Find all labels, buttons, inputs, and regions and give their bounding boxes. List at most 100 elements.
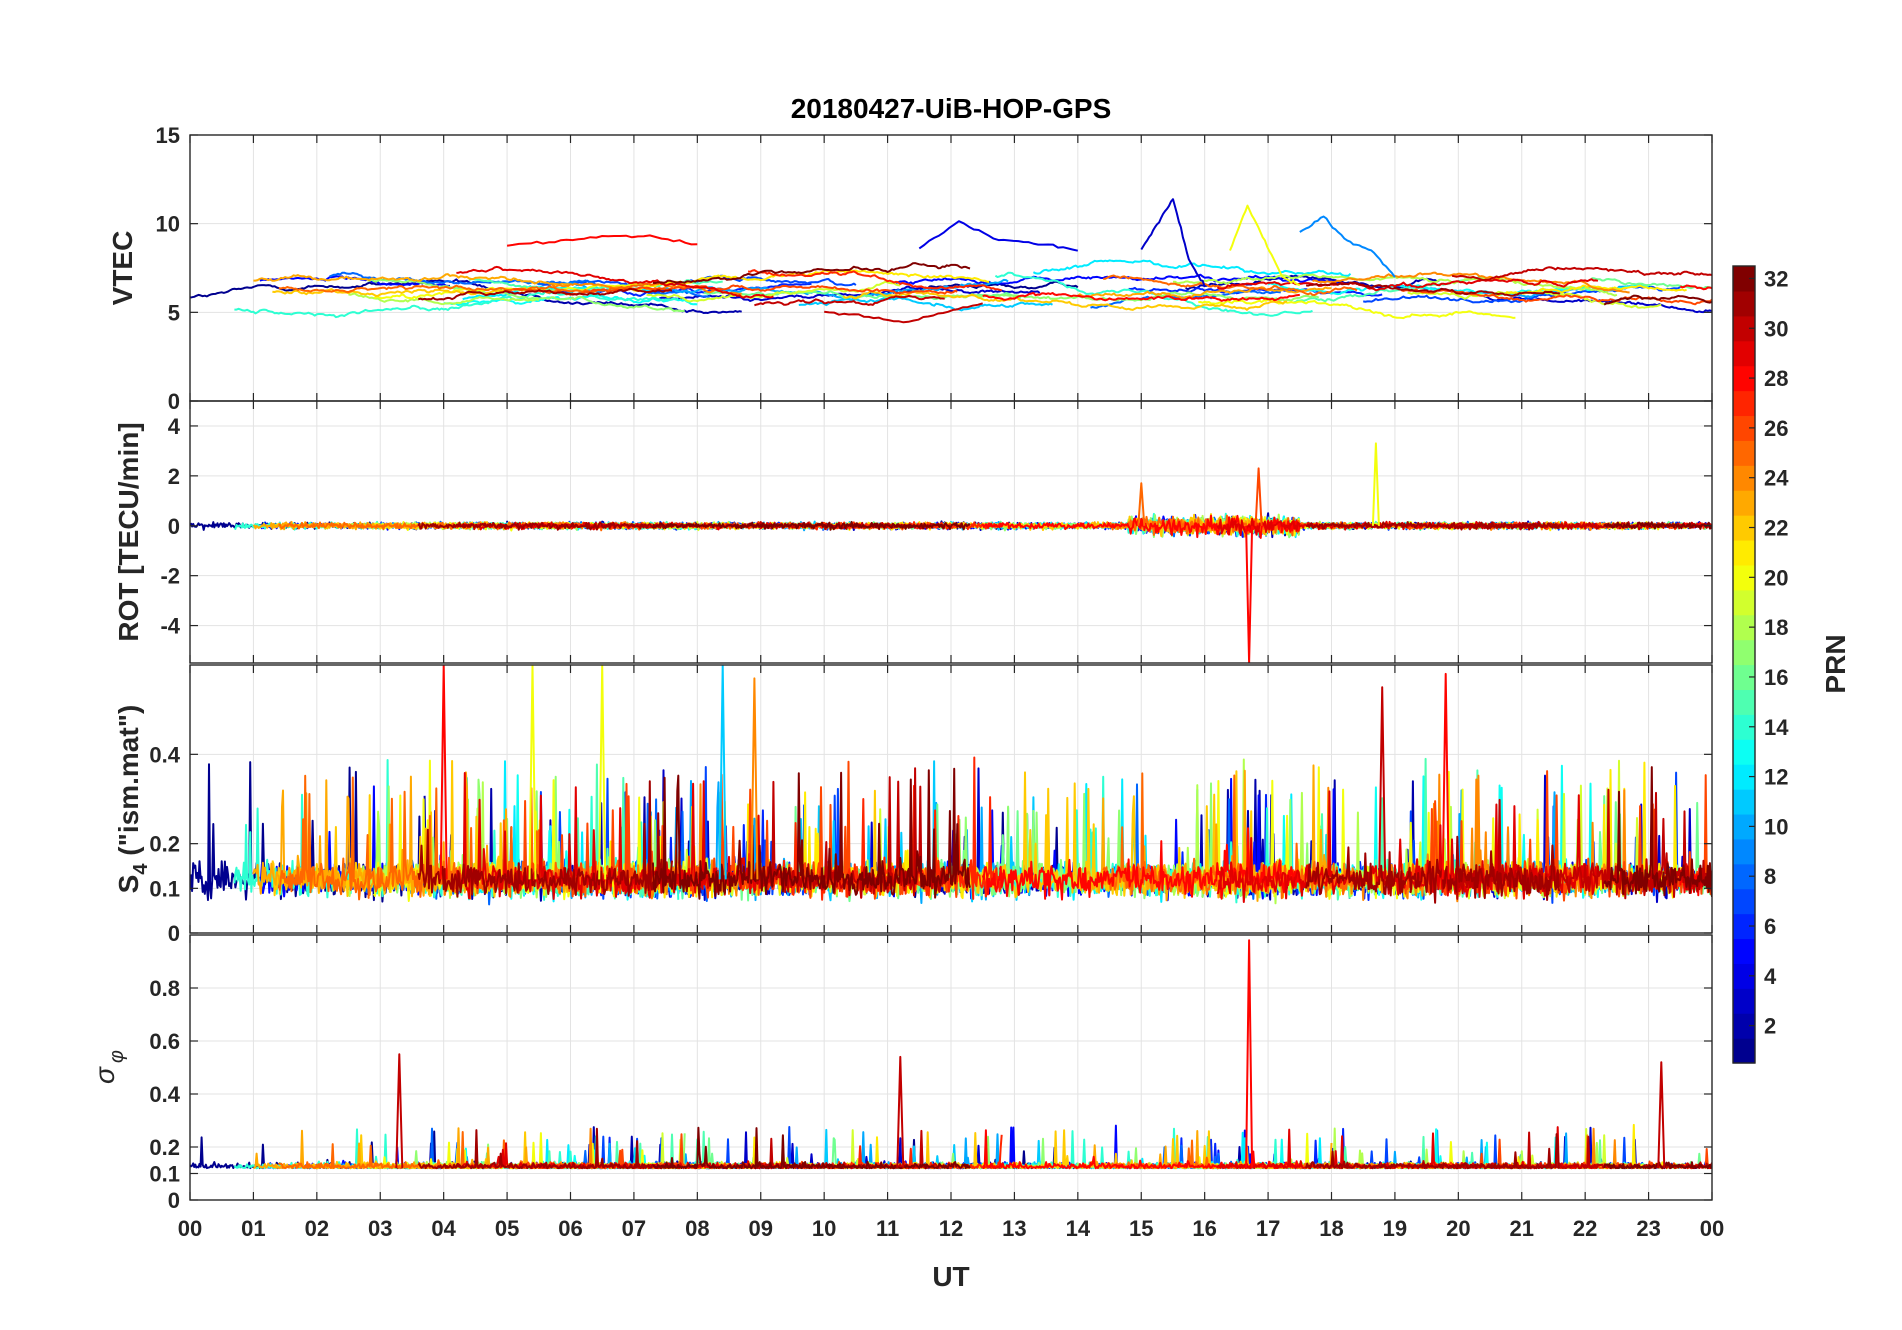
rot-series (190, 442, 1712, 663)
track-prn-4 (918, 220, 1079, 252)
x-tick-label: 05 (495, 1216, 519, 1241)
y-tick-label: 2 (168, 464, 180, 489)
colorbar-band-17 (1733, 639, 1755, 666)
event-prn-26 (1254, 467, 1263, 526)
y-tick-label: 0.4 (149, 1082, 180, 1107)
chart-title: 20180427-UiB-HOP-GPS (791, 93, 1112, 124)
colorbar-tick-label: 16 (1764, 665, 1788, 690)
event-prn-30 (1378, 686, 1387, 880)
colorbar-band-26 (1733, 415, 1755, 441)
y-tick-label: -2 (160, 564, 180, 589)
series-prn-32 (1603, 521, 1712, 530)
panel-sigma-phi: 0.8 0.6 0.4 0.20.10 σφ (89, 934, 1713, 1213)
series-prn-17 (367, 278, 685, 312)
event-prn-30 (395, 1053, 404, 1169)
colorbar-band-6 (1733, 913, 1755, 940)
rot-axes-frame (189, 400, 1713, 664)
colorbar-band-3 (1733, 988, 1755, 1014)
colorbar-tick-label: 26 (1764, 416, 1788, 441)
colorbar-tick-label: 18 (1764, 615, 1788, 640)
series-prn-14 (234, 290, 679, 319)
x-tick-label: 10 (812, 1216, 836, 1241)
series-prn-31 (1306, 281, 1561, 297)
event-prn-20 (598, 665, 607, 880)
colorbar-label: PRN (1820, 634, 1851, 693)
colorbar-band-29 (1733, 340, 1755, 367)
colorbar-band-20 (1733, 564, 1755, 591)
series-prn-11 (798, 296, 1053, 312)
colorbar: 32 30 28 26 24 22 20 18 16 14 12 10 8 6 4 2 PRN (1732, 265, 1851, 1064)
s4-y-label-sub: 4 (130, 863, 152, 875)
panel-rot: 4 2 0 -2 -4 ROT [TECU/min] (113, 400, 1713, 664)
colorbar-band-18 (1733, 614, 1755, 641)
x-tick-label: 13 (1002, 1216, 1026, 1241)
y-tick-label: 5 (168, 300, 180, 325)
x-tick-label: 17 (1256, 1216, 1280, 1241)
colorbar-band-11 (1733, 789, 1755, 815)
series-prn-28 (982, 291, 1300, 302)
series-prn-23 (1077, 286, 1332, 299)
x-axis-label: UT (932, 1261, 969, 1292)
series-prn-25 (1103, 274, 1358, 296)
series-prn-31 (417, 780, 673, 898)
series-prn-31 (1305, 835, 1561, 904)
vtec-y-label: VTEC (107, 231, 138, 306)
track-prn-3 (1140, 198, 1206, 288)
sigma-phi-grid (189, 935, 1713, 1200)
series-prn-1 (190, 279, 444, 299)
colorbar-tick-label: 2 (1764, 1014, 1776, 1039)
colorbar-band-22 (1733, 515, 1755, 541)
colorbar-tick-label: 6 (1764, 914, 1776, 939)
series-prn-32 (651, 767, 971, 900)
y-tick-label: 15 (156, 123, 180, 148)
series-prn-28 (1679, 284, 1712, 291)
x-tick-label: 07 (622, 1216, 646, 1241)
series-prn-19 (1407, 289, 1662, 309)
colorbar-frame (1732, 265, 1756, 1064)
y-tick-label: -4 (160, 614, 180, 639)
s4-y-label: S4 ("ism.mat") (113, 705, 152, 894)
y-tick-label: 0.1 (149, 876, 180, 901)
event-prn-28 (1245, 939, 1254, 1169)
colorbar-band-25 (1733, 440, 1755, 466)
colorbar-band-8 (1733, 863, 1755, 890)
colorbar-band-28 (1733, 365, 1755, 392)
x-tick-label: 23 (1636, 1216, 1660, 1241)
colorbar-band-30 (1733, 315, 1755, 342)
series-prn-29 (456, 265, 774, 299)
s4-series (190, 665, 1712, 906)
x-tick-label: 16 (1192, 1216, 1216, 1241)
x-tick-label: 02 (305, 1216, 329, 1241)
x-tick-label: 21 (1510, 1216, 1534, 1241)
y-tick-label: 0.1 (149, 1162, 180, 1187)
y-tick-label: 0 (168, 389, 180, 414)
sigma-phi-series (190, 939, 1712, 1170)
event-prn-25 (1137, 482, 1146, 526)
y-tick-label: 0.2 (149, 1135, 180, 1160)
series-prn-32 (651, 521, 971, 531)
y-tick-label: 0 (168, 1188, 180, 1213)
colorbar-band-4 (1733, 963, 1755, 989)
rot-y-ticks: 4 2 0 -2 -4 (160, 414, 1712, 639)
event-prn-28 (1441, 672, 1450, 880)
vtec-y-ticks: 15 10 5 0 (156, 123, 1712, 414)
colorbar-band-16 (1733, 664, 1755, 691)
y-tick-label: 4 (168, 414, 181, 439)
x-tick-label: 20 (1446, 1216, 1470, 1241)
panel-vtec: 15 10 5 0 VTEC (107, 123, 1713, 414)
series-prn-31 (1306, 521, 1561, 531)
series-prn-30 (753, 767, 946, 899)
colorbar-band-10 (1733, 813, 1755, 840)
colorbar-band-12 (1733, 764, 1755, 790)
colorbar-bands (1733, 266, 1755, 1064)
series-prn-23 (253, 273, 571, 286)
x-tick-label: 00 (1700, 1216, 1724, 1241)
colorbar-tick-label: 28 (1764, 366, 1788, 391)
colorbar-band-9 (1733, 838, 1755, 865)
track-prn-20 (1229, 204, 1301, 287)
sigma-phi-y-ticks: 0.8 0.6 0.4 0.20.10 (149, 976, 1712, 1213)
colorbar-tick-label: 30 (1764, 316, 1788, 341)
x-tick-label: 22 (1573, 1216, 1597, 1241)
s4-axes-frame (189, 664, 1713, 934)
